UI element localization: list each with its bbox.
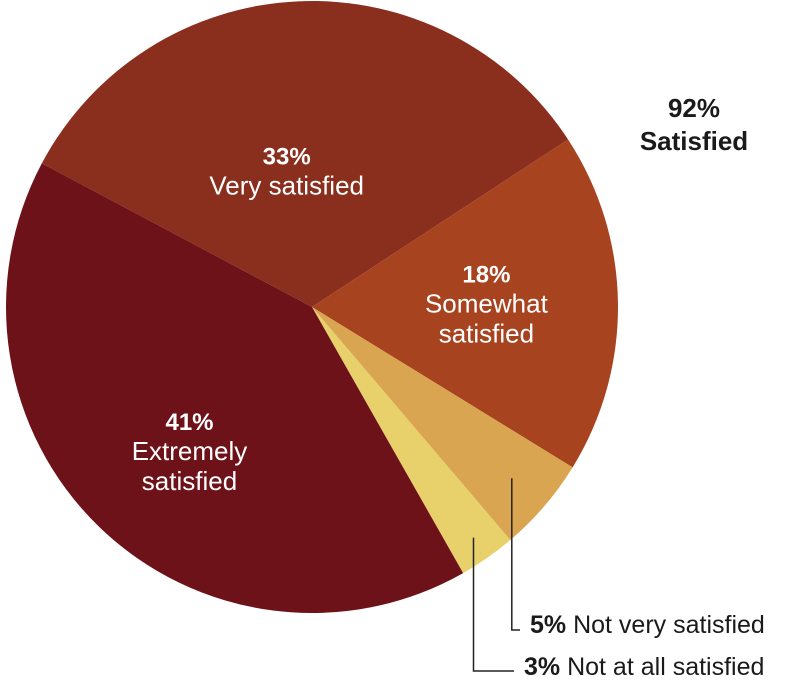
slice-name-label: Very satisfied	[209, 171, 364, 201]
slice-name-label: Somewhat	[425, 289, 549, 319]
callout-leader-line	[511, 478, 520, 631]
pie-slice-not-very-satisfied	[312, 307, 573, 541]
callout-label: 3% Not at all satisfied	[524, 653, 764, 681]
pie-slice-somewhat-satisfied	[312, 139, 618, 468]
pie-slice-very-satisfied	[41, 1, 569, 307]
pie-slices	[5, 1, 618, 614]
callout-label: 5% Not very satisfied	[530, 611, 765, 639]
callout-leader-line	[472, 537, 514, 672]
slice-name-label: Extremely	[132, 436, 248, 466]
slice-name-label: satisfied	[142, 466, 237, 496]
slice-percent-label: 18%	[462, 262, 510, 289]
pie-slice-extremely-satisfied	[5, 163, 464, 614]
pie-callouts: 5% Not very satisfied 3% Not at all satis…	[472, 478, 765, 681]
summary-annotation: 92% Satisfied	[640, 93, 748, 156]
summary-percent: 92%	[668, 93, 720, 123]
summary-label: Satisfied	[640, 126, 748, 156]
pie-slice-not-at-all-satisfied	[312, 307, 511, 574]
pie-labels: 33%Very satisfied18%Somewhatsatisfied41%…	[132, 144, 549, 496]
slice-name-label: satisfied	[439, 319, 534, 349]
slice-percent-label: 41%	[165, 409, 213, 436]
slice-percent-label: 33%	[263, 144, 311, 171]
